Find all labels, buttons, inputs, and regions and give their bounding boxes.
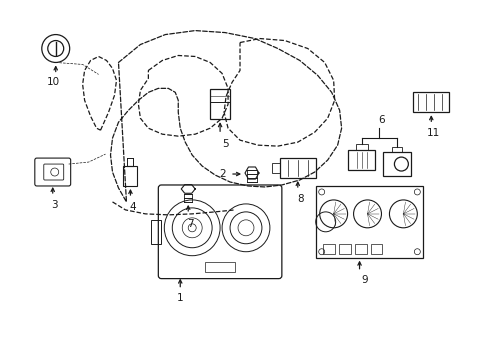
- Text: 4: 4: [129, 202, 136, 212]
- Text: 3: 3: [51, 200, 58, 210]
- Text: 1: 1: [177, 293, 183, 302]
- Text: 6: 6: [377, 115, 384, 125]
- Text: 11: 11: [426, 128, 439, 138]
- Text: 7: 7: [186, 219, 193, 229]
- Text: 10: 10: [47, 77, 60, 87]
- Text: 5: 5: [222, 139, 228, 149]
- Text: 8: 8: [297, 194, 304, 204]
- Text: 2: 2: [218, 169, 225, 179]
- Text: 9: 9: [361, 275, 367, 285]
